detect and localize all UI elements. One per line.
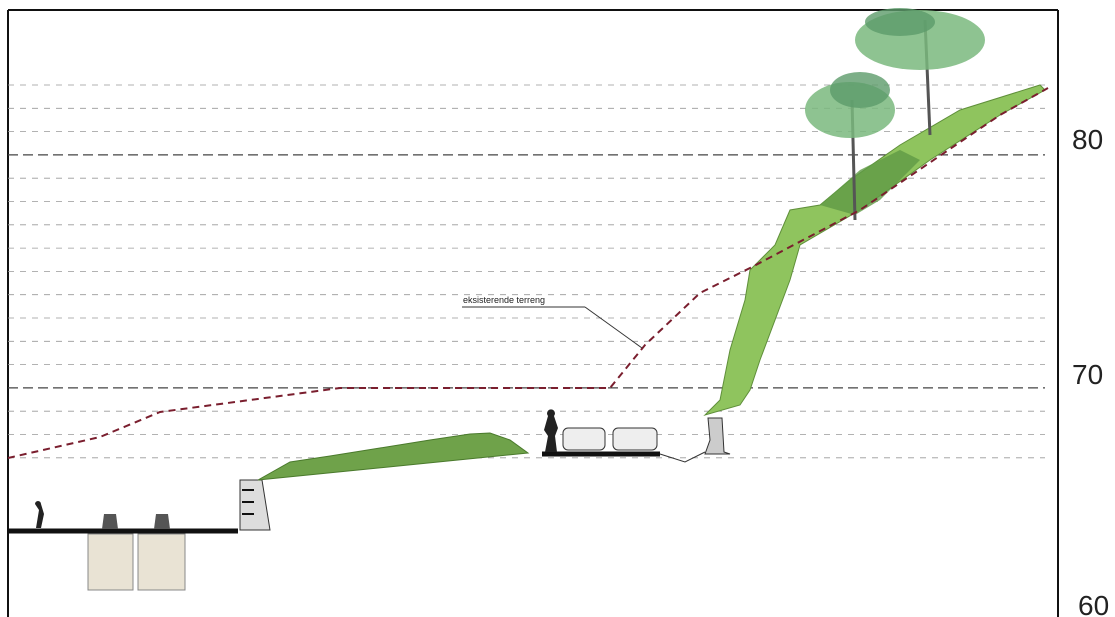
bollard: [154, 514, 170, 529]
wall-lines: [242, 489, 254, 515]
slope: [703, 84, 1046, 417]
elevation-label: 70: [1072, 359, 1103, 390]
car: [562, 427, 606, 451]
person: [35, 501, 44, 528]
existing-terrain: [7, 87, 1049, 459]
annotation: eksisterende terreng: [463, 295, 545, 305]
wall: [239, 479, 271, 531]
footing: [704, 417, 731, 455]
tree-crown: [830, 72, 890, 108]
tree-crown: [865, 8, 935, 36]
person: [544, 409, 558, 452]
elevation-label: 80: [1072, 124, 1103, 155]
ditch: [659, 451, 706, 463]
elevation-label: 60: [1078, 590, 1109, 617]
level-lines: [8, 84, 1045, 459]
gravel-block: [137, 533, 186, 591]
mound: [257, 432, 530, 481]
gravel-block: [87, 533, 134, 591]
slope-shade: [820, 150, 920, 215]
car: [612, 427, 658, 451]
bollard: [102, 514, 118, 529]
leader-line: [584, 306, 643, 349]
